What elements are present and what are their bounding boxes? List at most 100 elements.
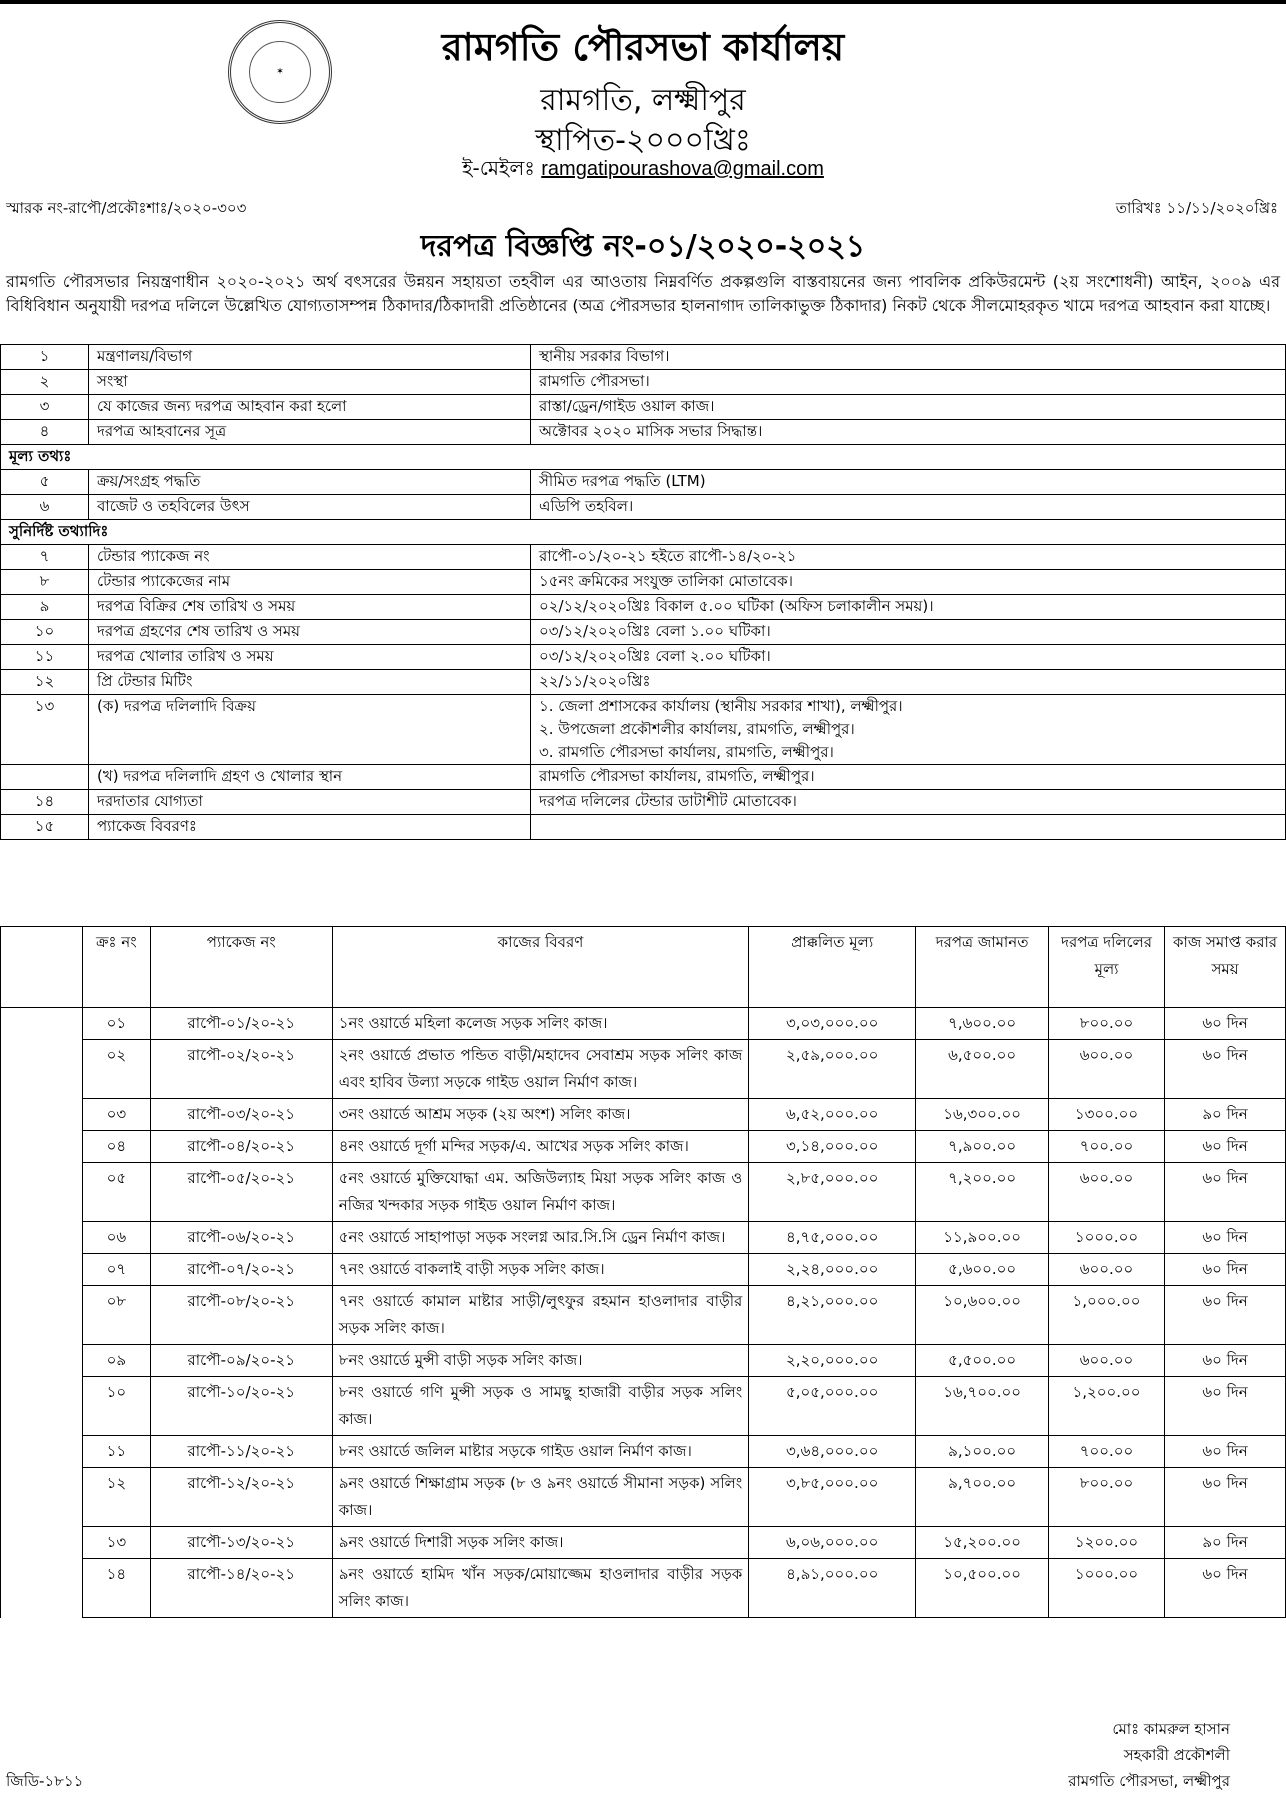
column-header: প্রাক্কলিত মূল্য <box>748 926 917 1008</box>
info-row: মূল্য তথ্যঃ <box>0 444 1286 470</box>
work-description: ৮নং ওয়ার্ডে মুন্সী বাড়ী সড়ক সলিং কাজ। <box>331 1344 750 1377</box>
package-row: ১২ রাপৌ-১২/২০-২১ ৯নং ওয়ার্ডে শিক্ষাগ্রাম … <box>0 1467 1286 1527</box>
package-no: রাপৌ-০৯/২০-২১ <box>149 1344 333 1377</box>
package-row: ১০ রাপৌ-১০/২০-২১ ৮নং ওয়ার্ডে গণি মুন্সী স… <box>0 1376 1286 1436</box>
info-row: ৮ টেন্ডার প্যাকেজের নাম ১৫নং ক্রমিকের সংযু… <box>0 569 1286 595</box>
footer-code: জিডি-১৮১১ <box>6 1772 84 1790</box>
work-description: ৪নং ওয়ার্ডে দূর্গা মন্দির সড়ক/এ. আখের … <box>331 1130 750 1163</box>
indent-cell <box>0 1007 83 1040</box>
package-row: ০৫ রাপৌ-০৫/২০-২১ ৫নং ওয়ার্ডে মুক্তিযোদ্ধা… <box>0 1162 1286 1222</box>
indent-cell <box>0 1098 83 1131</box>
serial: ০৩ <box>81 1098 151 1131</box>
intro-paragraph: রামগতি পৌরসভার নিয়ন্ত্রণাধীন ২০২০-২০২১ … <box>6 272 1280 315</box>
serial: ০৭ <box>81 1253 151 1286</box>
package-row: ০৩ রাপৌ-০৩/২০-২১ ৩নং ওয়ার্ডে আশ্রম সড়ক (… <box>0 1098 1286 1131</box>
tender-security: ৫,৬০০.০০ <box>915 1253 1050 1286</box>
package-no: রাপৌ-০৬/২০-২১ <box>149 1221 333 1254</box>
municipality-seal: ✶ <box>228 20 332 124</box>
estimated-cost: ৩,৮৫,০০০.০০ <box>748 1467 917 1527</box>
work-description: ৯নং ওয়ার্ডে দিশারী সড়ক সলিং কাজ। <box>331 1526 750 1559</box>
tender-security: ১০,৬০০.০০ <box>915 1285 1050 1345</box>
row-number: ৮ <box>0 569 89 595</box>
indent-cell <box>0 1130 83 1163</box>
info-row: সুনির্দিষ্ট তথ্যাদিঃ <box>0 519 1286 545</box>
package-no: রাপৌ-১০/২০-২১ <box>149 1376 333 1436</box>
row-number: ১৫ <box>0 814 89 840</box>
serial: ০৯ <box>81 1344 151 1377</box>
package-table: ক্রঃ নং প্যাকেজ নং কাজের বিবরণ প্রাক্কলিত ম… <box>0 926 1286 1618</box>
completion-time: ৬০ দিন <box>1164 1435 1286 1468</box>
row-label: টেন্ডার প্যাকেজ নং <box>88 544 531 570</box>
document-price: ৮০০.০০ <box>1048 1467 1166 1527</box>
info-row: ২ সংস্থা রামগতি পৌরসভা। <box>0 369 1286 395</box>
package-no: রাপৌ-০৭/২০-২১ <box>149 1253 333 1286</box>
package-no: রাপৌ-০৮/২০-২১ <box>149 1285 333 1345</box>
package-row: ০৪ রাপৌ-০৪/২০-২১ ৪নং ওয়ার্ডে দূর্গা মন্দি… <box>0 1130 1286 1163</box>
package-row: ০৯ রাপৌ-০৯/২০-২১ ৮নং ওয়ার্ডে মুন্সী বাড়ী… <box>0 1344 1286 1377</box>
serial: ১৩ <box>81 1526 151 1559</box>
row-number: ১০ <box>0 619 89 645</box>
work-description: ৫নং ওয়ার্ডে সাহাপাড়া সড়ক সংলগ্ন আর.সি… <box>331 1221 750 1254</box>
work-description: ৩নং ওয়ার্ডে আশ্রম সড়ক (২য় অংশ) সলিং ক… <box>331 1098 750 1131</box>
email-link[interactable]: ramgatipourashova@gmail.com <box>541 158 824 180</box>
row-label: প্যাকেজ বিবরণঃ <box>88 814 531 840</box>
package-row: ১৪ রাপৌ-১৪/২০-২১ ৯নং ওয়ার্ডে হামিদ খাঁন স… <box>0 1558 1286 1618</box>
estimated-cost: ৪,২১,০০০.০০ <box>748 1285 917 1345</box>
package-row: ০২ রাপৌ-০২/২০-২১ ২নং ওয়ার্ডে প্রভাত পন্ডি… <box>0 1039 1286 1099</box>
row-value: স্থানীয় সরকার বিভাগ। <box>530 344 1286 370</box>
completion-time: ৬০ দিন <box>1164 1130 1286 1163</box>
row-number: ৫ <box>0 469 89 495</box>
document-price: ৬০০.০০ <box>1048 1162 1166 1222</box>
notice-title: দরপত্র বিজ্ঞপ্তি নং-০১/২০২০-২০২১ <box>420 229 866 264</box>
section-heading: সুনির্দিষ্ট তথ্যাদিঃ <box>0 519 1286 545</box>
column-header: কাজ সমাপ্ত করার সময় <box>1164 926 1286 1008</box>
completion-time: ৬০ দিন <box>1164 1221 1286 1254</box>
row-number: ২ <box>0 369 89 395</box>
work-description: ৫নং ওয়ার্ডে মুক্তিযোদ্ধা এম. অজিউল্যাহ … <box>331 1162 750 1222</box>
indent-cell <box>0 926 83 1008</box>
package-row: ১৩ রাপৌ-১৩/২০-২১ ৯নং ওয়ার্ডে দিশারী সড়ক … <box>0 1526 1286 1559</box>
row-label: দরপত্র আহবানের সূত্র <box>88 419 531 445</box>
completion-time: ৬০ দিন <box>1164 1253 1286 1286</box>
work-description: ৮নং ওয়ার্ডে গণি মুন্সী সড়ক ও সামছু হাজ… <box>331 1376 750 1436</box>
seal-emblem-icon: ✶ <box>249 41 311 103</box>
section-heading: মূল্য তথ্যঃ <box>0 444 1286 470</box>
email-line: ই-মেইলঃ ramgatipourashova@gmail.com <box>0 154 1286 187</box>
column-header: কাজের বিবরণ <box>331 926 750 1008</box>
estimated-cost: ২,৮৫,০০০.০০ <box>748 1162 917 1222</box>
tender-security: ১০,৫০০.০০ <box>915 1558 1050 1618</box>
document-price: ৬০০.০০ <box>1048 1344 1166 1377</box>
established: স্থাপিত-২০০০খ্রিঃ <box>535 123 751 158</box>
row-value: সীমিত দরপত্র পদ্ধতি (LTM) <box>530 469 1286 495</box>
row-label: (ক) দরপত্র দলিলাদি বিক্রয় <box>88 694 531 765</box>
estimated-cost: ৪,৭৫,০০০.০০ <box>748 1221 917 1254</box>
work-description: ৭নং ওয়ার্ডে কামাল মাষ্টার সাড়ী/লুৎফুর … <box>331 1285 750 1345</box>
work-description: ২নং ওয়ার্ডে প্রভাত পন্ডিত বাড়ী/মহাদেব … <box>331 1039 750 1099</box>
indent-cell <box>0 1435 83 1468</box>
tender-security: ১৬,৩০০.০০ <box>915 1098 1050 1131</box>
tender-security: ৯,৭০০.০০ <box>915 1467 1050 1527</box>
tender-security: ১৬,৭০০.০০ <box>915 1376 1050 1436</box>
completion-time: ৯০ দিন <box>1164 1098 1286 1131</box>
info-row: ১১ দরপত্র খোলার তারিখ ও সময় ০৩/১২/২০২০খ্র… <box>0 644 1286 670</box>
estimated-cost: ৩,০৩,০০০.০০ <box>748 1007 917 1040</box>
info-row: ১৫ প্যাকেজ বিবরণঃ <box>0 814 1286 840</box>
package-row: ১১ রাপৌ-১১/২০-২১ ৮নং ওয়ার্ডে জলিল মাষ্টার… <box>0 1435 1286 1468</box>
estimated-cost: ২,২৪,০০০.০০ <box>748 1253 917 1286</box>
row-label: দরপত্র বিক্রির শেষ তারিখ ও সময় <box>88 594 531 620</box>
row-number: ১২ <box>0 669 89 695</box>
info-row: ৫ ক্রয়/সংগ্রহ পদ্ধতি সীমিত দরপত্র পদ্ধতি … <box>0 469 1286 495</box>
signatory-office: রামগতি পৌরসভা, লক্ষ্মীপুর <box>1068 1772 1230 1790</box>
row-value: ০২/১২/২০২০খ্রিঃ বিকাল ৫.০০ ঘটিকা (অফিস চ… <box>530 594 1286 620</box>
package-row: ০৭ রাপৌ-০৭/২০-২১ ৭নং ওয়ার্ডে বাকলাই বাড়ী… <box>0 1253 1286 1286</box>
email-label: ই-মেইলঃ <box>462 156 535 180</box>
estimated-cost: ২,৫৯,০০০.০০ <box>748 1039 917 1099</box>
info-row: ১০ দরপত্র গ্রহণের শেষ তারিখ ও সময় ০৩/১২/২… <box>0 619 1286 645</box>
indent-cell <box>0 1344 83 1377</box>
package-no: রাপৌ-০৩/২০-২১ <box>149 1098 333 1131</box>
package-no: রাপৌ-০৪/২০-২১ <box>149 1130 333 1163</box>
memo-number: স্মারক নং-রাপৌ/প্রকৌঃশাঃ/২০২০-৩০৩ <box>6 199 247 217</box>
indent-cell <box>0 1285 83 1345</box>
info-row: ১৩ (ক) দরপত্র দলিলাদি বিক্রয় ১. জেলা প্রশ… <box>0 694 1286 765</box>
